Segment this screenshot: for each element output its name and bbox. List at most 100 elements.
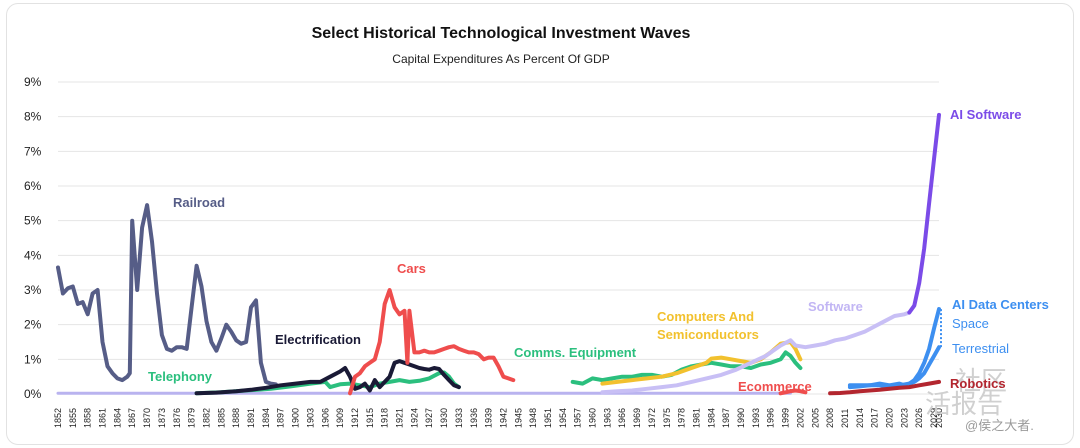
x-tick-label: 1963: [602, 408, 612, 428]
x-tick-label: 1867: [127, 408, 137, 428]
x-tick-label: 1870: [142, 408, 152, 428]
series-labels: Railroad Telephony Electrification Cars …: [148, 107, 1049, 394]
y-tick-label: 9%: [24, 75, 42, 89]
x-tick-label: 1972: [647, 408, 657, 428]
label-space: Space: [952, 316, 989, 331]
watermark: 社区 活报告 @侯之大者.: [925, 366, 1034, 433]
x-tick-label: 1978: [677, 408, 687, 428]
x-tick-label: 1987: [721, 408, 731, 428]
y-tick-label: 7%: [24, 144, 42, 158]
watermark-text: @侯之大者.: [965, 418, 1034, 433]
series-line-ai-data-centers-terrestrial: [847, 345, 941, 390]
x-tick-label: 1948: [528, 408, 538, 428]
x-tick-label: 1903: [305, 408, 315, 428]
label-robotics: Robotics: [950, 376, 1006, 391]
series-line-electrification: [194, 359, 461, 396]
x-tick-label: 1912: [350, 408, 360, 428]
label-ai-software: AI Software: [950, 107, 1022, 122]
x-tick-label: 2017: [870, 408, 880, 428]
x-tick-label: 1990: [736, 408, 746, 428]
series-line-software: [600, 310, 912, 395]
x-tick-label: 1939: [484, 408, 494, 428]
x-tick-label: 2023: [899, 408, 909, 428]
x-tick-label: 2020: [885, 408, 895, 428]
series-layer: [56, 112, 941, 396]
x-tick-label: 1861: [98, 408, 108, 428]
chart-card: [6, 3, 1074, 445]
label-software: Software: [808, 299, 863, 314]
x-tick-label: 1885: [216, 408, 226, 428]
x-tick-label: 2005: [810, 408, 820, 428]
x-tick-label: 1855: [68, 408, 78, 428]
series-line-ecommerce: [778, 388, 808, 396]
x-tick-label: 1975: [662, 408, 672, 428]
x-tick-label: 1918: [380, 408, 390, 428]
x-tick-label: 1969: [632, 408, 642, 428]
series-line-cars: [348, 288, 516, 396]
x-tick-label: 2030: [934, 408, 944, 428]
y-axis: 0% 1% 2% 3% 4% 5% 6% 7% 8% 9%: [24, 75, 42, 401]
x-axis: 1852 1855 1858 1861 1864 1867 1870 1873 1876 1879…: [53, 408, 944, 428]
label-computers-line2: Semiconductors: [657, 327, 759, 342]
chart-title: Select Historical Technological Investme…: [312, 25, 691, 42]
x-tick-label: 1909: [335, 408, 345, 428]
y-tick-label: 2%: [24, 318, 42, 332]
x-tick-label: 1891: [246, 408, 256, 428]
series-line-ai-software: [907, 112, 941, 315]
y-tick-label: 1%: [24, 352, 42, 366]
label-ai-data-centers: AI Data Centers: [952, 297, 1049, 312]
y-tick-label: 3%: [24, 283, 42, 297]
x-tick-label: 2026: [914, 408, 924, 428]
x-tick-label: 1930: [439, 408, 449, 428]
y-tick-label: 0%: [24, 387, 42, 401]
label-computers: Computers And Semiconductors: [657, 309, 759, 342]
y-tick-label: 4%: [24, 248, 42, 262]
label-ecommerce: Ecommerce: [738, 379, 812, 394]
label-terrestrial: Terrestrial: [952, 341, 1009, 356]
x-tick-label: 1921: [395, 408, 405, 428]
x-tick-label: 1966: [617, 408, 627, 428]
x-tick-label: 1897: [276, 408, 286, 428]
x-tick-label: 1906: [320, 408, 330, 428]
x-tick-label: 1942: [498, 408, 508, 428]
x-tick-label: 1951: [543, 408, 553, 428]
x-tick-label: 1900: [291, 408, 301, 428]
x-tick-label: 1879: [187, 408, 197, 428]
x-tick-label: 1981: [691, 408, 701, 428]
label-computers-line1: Computers And: [657, 309, 754, 324]
x-tick-label: 1999: [781, 408, 791, 428]
x-tick-label: 1936: [469, 408, 479, 428]
x-tick-label: 1864: [112, 408, 122, 428]
y-tick-label: 8%: [24, 110, 42, 124]
y-tick-label: 5%: [24, 214, 42, 228]
x-tick-label: 1894: [261, 408, 271, 428]
label-railroad: Railroad: [173, 195, 225, 210]
x-tick-label: 2011: [840, 409, 850, 428]
x-tick-label: 1924: [409, 408, 419, 428]
x-tick-label: 1984: [706, 408, 716, 428]
x-tick-label: 1882: [201, 408, 211, 428]
x-tick-label: 1858: [83, 408, 93, 428]
label-telephony: Telephony: [148, 369, 213, 384]
y-tick-label: 6%: [24, 179, 42, 193]
x-tick-label: 1996: [766, 408, 776, 428]
label-comms-equipment: Comms. Equipment: [514, 345, 637, 360]
label-cars: Cars: [397, 261, 426, 276]
x-tick-label: 1876: [172, 408, 182, 428]
x-tick-label: 1954: [558, 408, 568, 428]
x-tick-label: 1852: [53, 408, 63, 428]
x-tick-label: 1927: [424, 408, 434, 428]
x-tick-label: 1993: [751, 408, 761, 428]
series-line-robotics: [828, 379, 941, 396]
x-tick-label: 1915: [365, 408, 375, 428]
watermark-big-text-2: 社区: [955, 366, 1007, 396]
x-tick-label: 2029: [929, 408, 939, 428]
x-tick-label: 1888: [231, 408, 241, 428]
x-tick-label: 2014: [855, 408, 865, 428]
chart-subtitle: Capital Expenditures As Percent Of GDP: [392, 52, 609, 66]
x-tick-label: 1945: [513, 408, 523, 428]
x-tick-label: 2008: [825, 408, 835, 428]
x-tick-label: 1957: [573, 408, 583, 428]
label-electrification: Electrification: [275, 332, 361, 347]
